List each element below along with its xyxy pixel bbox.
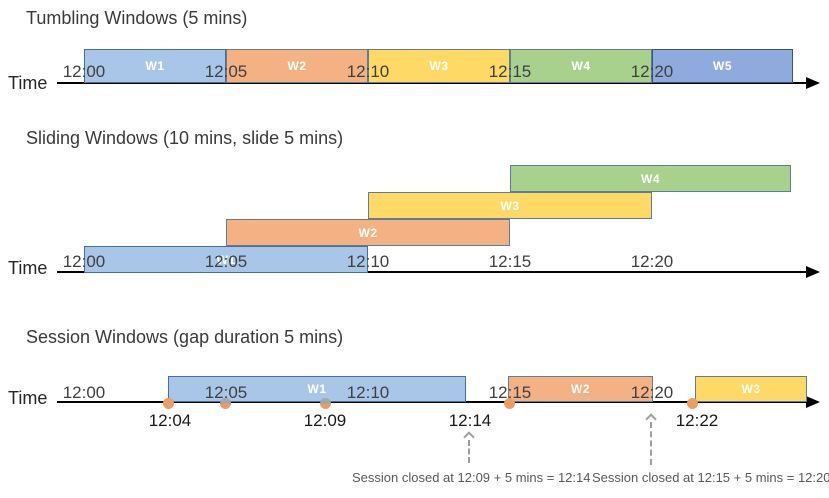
event-dot xyxy=(504,398,515,409)
event-dot xyxy=(320,398,331,409)
window-label: W3 xyxy=(741,382,761,396)
window-label: W5 xyxy=(713,59,732,73)
session-tick-1210: 12:10 xyxy=(346,383,390,402)
tumbling-axis-arrowhead-icon xyxy=(806,77,820,89)
session-tick-1220: 12:20 xyxy=(630,383,674,402)
sliding-tick-1205: 12:05 xyxy=(204,252,248,271)
window-label: W2 xyxy=(358,225,378,240)
event-dot xyxy=(163,398,174,409)
window-label: W3 xyxy=(429,59,449,73)
tumbling-tick-1215: 12:15 xyxy=(488,62,532,81)
session-tick-1215: 12:15 xyxy=(488,383,532,402)
event-time-label: 12:04 xyxy=(148,411,192,430)
session-window-w1: W1 xyxy=(168,376,466,402)
sliding-tick-1210: 12:10 xyxy=(346,252,390,271)
tumbling-window-w2: W2 xyxy=(226,49,368,83)
session-close-annotation-2: Session closed at 12:15 + 5 mins = 12:20 xyxy=(592,470,829,485)
sliding-window-w2: W2 xyxy=(226,219,510,246)
event-time-label: 12:22 xyxy=(675,411,719,430)
sliding-axis-arrowhead-icon xyxy=(806,266,820,278)
window-label: W3 xyxy=(500,198,520,213)
session-time-label: Time xyxy=(8,388,48,408)
window-label: W1 xyxy=(216,252,236,267)
sliding-window-w1: W1 xyxy=(84,246,368,273)
sliding-title: Sliding Windows (10 mins, slide 5 mins) xyxy=(26,128,344,148)
sliding-time-label: Time xyxy=(8,258,48,278)
sliding-window-w4: W4 xyxy=(510,165,791,192)
sliding-tick-1215: 12:15 xyxy=(488,252,532,271)
tumbling-tick-1205: 12:05 xyxy=(204,62,248,81)
session-window-w2: W2 xyxy=(508,376,653,402)
window-label: W1 xyxy=(145,59,165,73)
sliding-window-w3: W3 xyxy=(368,192,652,219)
close-time-label: 12:14 xyxy=(448,411,492,430)
session-title: Session Windows (gap duration 5 mins) xyxy=(26,327,344,347)
session-tick-1200: 12:00 xyxy=(62,383,106,402)
session-close-annotation-1: Session closed at 12:09 + 5 mins = 12:14 xyxy=(352,470,591,485)
event-dot xyxy=(687,398,698,409)
window-label: W2 xyxy=(287,59,307,73)
tumbling-window-w1: W1 xyxy=(84,49,226,83)
session-axis-arrowhead-icon xyxy=(806,396,820,408)
sliding-tick-1200: 12:00 xyxy=(62,252,106,271)
tumbling-time-axis xyxy=(57,82,806,84)
window-label: W1 xyxy=(307,382,327,396)
tumbling-window-w3: W3 xyxy=(368,49,510,83)
session-time-axis xyxy=(57,401,806,403)
tumbling-tick-1220: 12:20 xyxy=(630,62,674,81)
dashed-arrow-line xyxy=(468,440,470,463)
sliding-time-axis xyxy=(57,271,806,273)
session-tick-1205: 12:05 xyxy=(204,383,248,402)
event-dot xyxy=(220,398,231,409)
event-time-label: 12:09 xyxy=(303,411,347,430)
dashed-arrow-line xyxy=(650,422,652,465)
sliding-tick-1220: 12:20 xyxy=(630,252,674,271)
tumbling-tick-1200: 12:00 xyxy=(62,62,106,81)
tumbling-tick-1210: 12:10 xyxy=(346,62,390,81)
tumbling-window-w4: W4 xyxy=(510,49,652,83)
window-label: W4 xyxy=(641,171,660,186)
session-window-w3: W3 xyxy=(695,376,807,402)
tumbling-time-label: Time xyxy=(8,73,48,93)
tumbling-window-w5: W5 xyxy=(652,49,793,83)
window-label: W2 xyxy=(571,382,590,396)
window-label: W4 xyxy=(571,59,591,73)
tumbling-title: Tumbling Windows (5 mins) xyxy=(26,8,248,28)
